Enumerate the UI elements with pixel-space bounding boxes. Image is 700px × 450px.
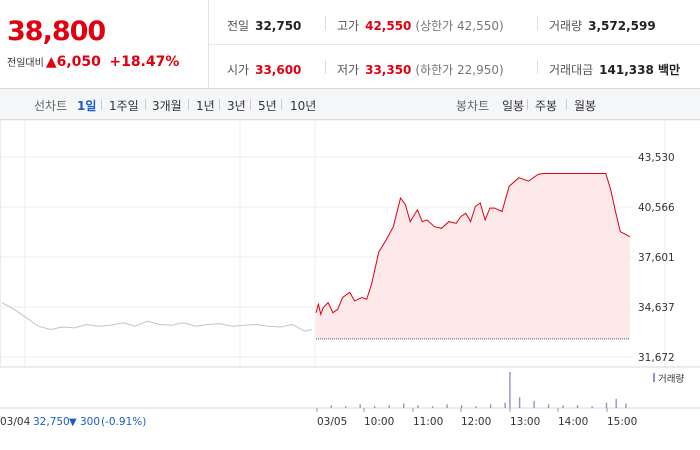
tab-10year[interactable]: 10년 [290, 99, 317, 113]
prev-day-close: 32,750 [33, 416, 70, 428]
x-tick-label: 03/05 [317, 416, 347, 428]
y-tick-label: 37,601 [638, 252, 675, 264]
volume-bar [533, 400, 535, 408]
price-change: 전일대비 ▲6,050 +18.47% [7, 54, 179, 70]
stock-summary: 38,800 전일대비 ▲6,050 +18.47% 전일 32,750 고가 42,… [0, 0, 700, 89]
y-tick-label: 40,566 [638, 202, 675, 214]
tab-1year[interactable]: 1년 [196, 99, 215, 113]
volume-bar [345, 406, 347, 408]
chart-tabs: 선차트 1일 1주일 3개월 1년 3년 5년 10년 봉차트 일봉 주봉 월봉 [0, 89, 700, 120]
volume-bar [446, 404, 448, 408]
volume-legend-label: 거래량 [658, 373, 684, 385]
stats-col-sep [537, 60, 538, 74]
volume-bar [591, 406, 593, 408]
stats-col-sep [325, 60, 326, 74]
y-tick-label: 43,530 [638, 152, 675, 164]
tab-1week[interactable]: 1주일 [109, 99, 139, 113]
stat-open: 시가 33,600 [227, 63, 302, 77]
stats-grid: 전일 32,750 고가 42,550 (상한가 42,550) 거래량 3,572,5… [209, 0, 700, 88]
tab-1day[interactable]: 1일 [77, 99, 97, 113]
prev-day-down-arrow-icon: ▼ [69, 417, 77, 428]
tab-sep [145, 99, 146, 110]
stat-trade-value: 거래대금 141,338 백만 [549, 63, 681, 77]
prev-day-change: 300 [80, 416, 100, 428]
volume-bar [417, 405, 419, 408]
tab-sep [566, 99, 567, 110]
volume-bar [489, 404, 492, 408]
stats-col-sep [325, 16, 326, 30]
stats-col-sep [537, 16, 538, 30]
volume-bar [509, 372, 511, 408]
volume-bar [460, 405, 463, 408]
y-tick-label: 34,637 [638, 302, 675, 314]
x-tick-label: 12:00 [461, 416, 491, 428]
tab-3year[interactable]: 3년 [227, 99, 246, 113]
volume-bar [431, 406, 434, 408]
volume-bar [615, 399, 617, 408]
stat-volume: 거래량 3,572,599 [549, 19, 656, 33]
volume-bar [388, 405, 390, 408]
series-area-today [316, 173, 630, 339]
volume-bar [475, 406, 477, 408]
stat-prev-close: 전일 32,750 [227, 19, 302, 33]
change-up-arrow-icon: ▲ [45, 54, 57, 70]
stat-high: 고가 42,550 (상한가 42,550) [337, 19, 504, 33]
tab-sep [101, 99, 102, 110]
x-tick-label: 15:00 [607, 416, 637, 428]
change-value: 6,050 [56, 54, 101, 70]
price-box: 38,800 전일대비 ▲6,050 +18.47% [0, 0, 209, 88]
volume-bar [403, 403, 405, 408]
series-line-today [315, 173, 631, 317]
volume-legend-swatch [653, 373, 655, 382]
prev-day-label: 03/04 [0, 416, 31, 428]
x-tick-label: 14:00 [558, 416, 588, 428]
x-tick-label: 11:00 [413, 416, 443, 428]
tab-3month[interactable]: 3개월 [152, 99, 182, 113]
volume-bar [518, 397, 521, 408]
volume-bar [562, 405, 564, 408]
volume-bar [359, 404, 361, 408]
series-line-prev-day [1, 302, 313, 332]
line-chart-title: 선차트 [34, 99, 68, 113]
volume-bar [504, 402, 506, 408]
y-tick-label: 31,672 [638, 352, 675, 364]
tab-sep [527, 99, 528, 110]
stats-divider [209, 44, 700, 45]
tab-sep [281, 99, 282, 110]
volume-bar [576, 405, 579, 408]
tab-monthly-candle[interactable]: 월봉 [574, 99, 597, 113]
volume-bar [330, 405, 332, 408]
price-chart: 43,530 40,566 37,601 34,637 31,672 거래량 03/05 10… [0, 120, 700, 428]
volume-bar [547, 404, 550, 408]
candle-chart-title: 봉차트 [456, 99, 490, 113]
tab-sep [219, 99, 220, 110]
x-tick-label: 13:00 [510, 416, 540, 428]
stat-low: 저가 33,350 (하한가 22,950) [337, 63, 504, 77]
change-label: 전일대비 [7, 58, 44, 69]
tab-daily-candle[interactable]: 일봉 [502, 99, 525, 113]
tab-weekly-candle[interactable]: 주봉 [535, 99, 558, 113]
tab-sep [188, 99, 189, 110]
x-tick-label: 10:00 [364, 416, 394, 428]
volume-bar [374, 406, 376, 408]
current-price: 38,800 [7, 16, 106, 47]
tab-5year[interactable]: 5년 [258, 99, 277, 113]
volume-bar [625, 403, 627, 408]
volume-bar [605, 402, 608, 408]
prev-day-change-percent: (-0.91%) [101, 416, 146, 428]
change-percent: +18.47% [109, 54, 180, 70]
tab-sep [250, 99, 251, 110]
